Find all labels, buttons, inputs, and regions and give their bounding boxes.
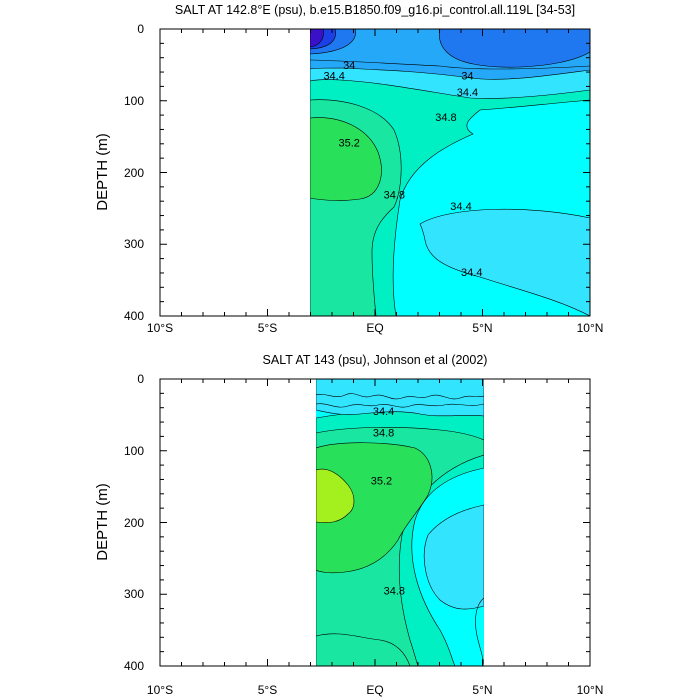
panel2-ytick-0: 0 <box>137 372 144 386</box>
panel1-ticks <box>159 28 591 317</box>
panel-model: SALT AT 142.8°E (psu), b.e15.B1850.f09_g… <box>94 3 603 335</box>
panel2-xtick-10S: 10°S <box>147 683 173 697</box>
panel1-title: SALT AT 142.8°E (psu), b.e15.B1850.f09_g… <box>175 3 575 17</box>
fill-cyan-light-right <box>423 504 484 610</box>
panel1-xtick-10S: 10°S <box>147 321 173 335</box>
panel2-ytick-400: 400 <box>124 659 144 673</box>
fill-yellow-green <box>316 468 355 524</box>
panel1-xtick-EQ: EQ <box>366 321 383 335</box>
panel1-contour-label: 34.4 <box>461 267 482 279</box>
fill-green-2 <box>316 442 433 574</box>
panel1-ylabel: DEPTH (m) <box>94 133 111 211</box>
panel1-contour-label: 34.8 <box>384 189 405 201</box>
panel1-ytick-200: 200 <box>124 166 144 180</box>
panel1-contour-label: 34.4 <box>450 201 471 213</box>
panel2-ytick-100: 100 <box>124 444 144 458</box>
panel1-contour-label: 34.4 <box>457 87 478 99</box>
panel1-xtick-5N: 5°N <box>472 321 492 335</box>
contour-noisy-top <box>316 393 484 400</box>
panel1-contour-label: 35.2 <box>338 138 359 150</box>
panel1-xtick-10N: 10°N <box>577 321 604 335</box>
panel1-ytick-0: 0 <box>137 22 144 36</box>
panel2-xtick-5N: 5°N <box>472 683 492 697</box>
panel1-contour-label: 34 <box>343 60 355 72</box>
panel2-xtick-5S: 5°S <box>258 683 277 697</box>
fill-cyan-light-lower <box>419 208 590 316</box>
panel2-contour-label: 34.8 <box>373 427 394 439</box>
contour-right-deep <box>475 597 484 666</box>
contour-noisy-mid <box>316 403 484 408</box>
contour-extra-line <box>310 59 590 70</box>
panel2-xtick-EQ: EQ <box>366 683 383 697</box>
fill-blue-2 <box>439 29 590 68</box>
panel2-ytick-300: 300 <box>124 587 144 601</box>
panel2-title: SALT AT 143 (psu), Johnson et al (2002) <box>263 353 488 367</box>
fill-green <box>310 117 382 201</box>
panel2-ytick-200: 200 <box>124 516 144 530</box>
panel2-contour-labels: 34.4 34.8 35.2 34.8 <box>371 406 405 597</box>
panel1-contour-label: 34.8 <box>435 112 456 124</box>
panel1-ytick-100: 100 <box>124 94 144 108</box>
panel2-contour-label: 34.8 <box>384 585 405 597</box>
panel1-contour-label: 34 <box>461 70 473 82</box>
panel2-xtick-10N: 10°N <box>577 683 604 697</box>
panel2-contour-label: 34.4 <box>373 406 394 418</box>
panel-observations: SALT AT 143 (psu), Johnson et al (2002) … <box>94 353 603 697</box>
panel1-field <box>310 29 590 316</box>
panel1-xtick-5S: 5°S <box>258 321 277 335</box>
panel1-contour-label: 34.4 <box>323 70 344 82</box>
panel1-ytick-400: 400 <box>124 309 144 323</box>
panel2-field <box>316 379 484 666</box>
panel2-ylabel: DEPTH (m) <box>94 483 111 561</box>
panel1-ytick-300: 300 <box>124 237 144 251</box>
fill-cyan-light-top-2 <box>316 379 484 417</box>
contour-deep <box>316 633 411 666</box>
panel2-ticks <box>159 378 591 667</box>
panel2-contour-label: 35.2 <box>371 476 392 488</box>
